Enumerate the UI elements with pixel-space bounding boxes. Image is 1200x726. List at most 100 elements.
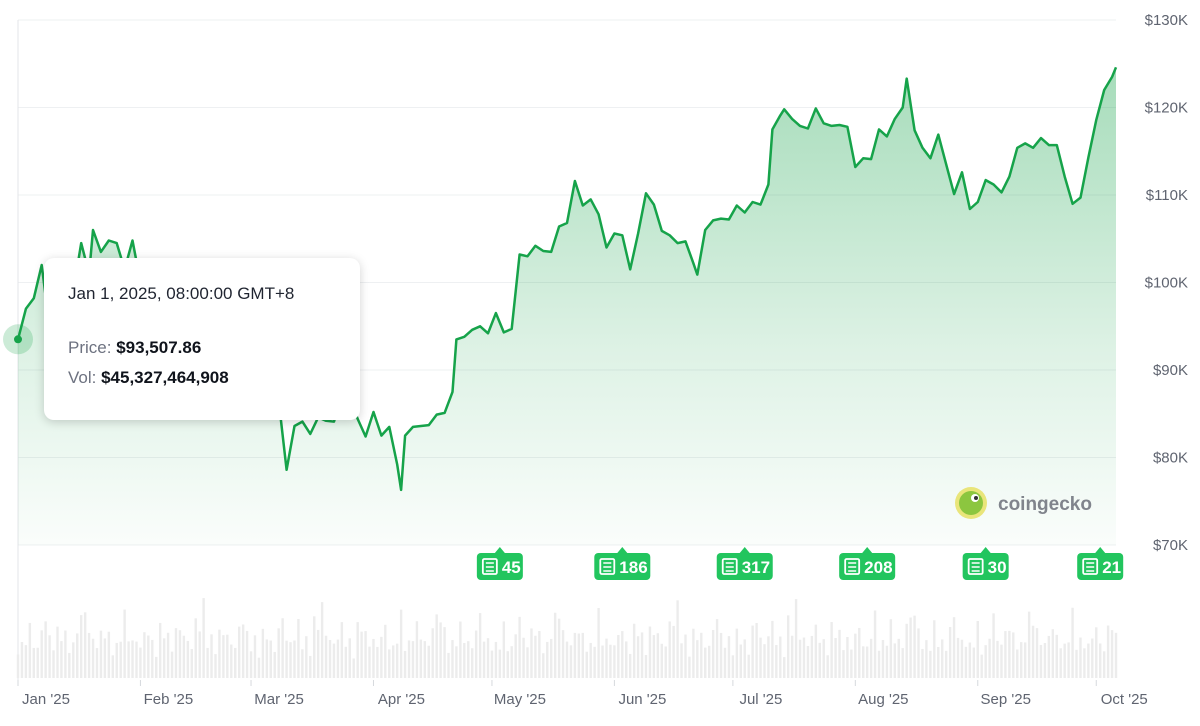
x-tick-label: Jul '25	[739, 691, 782, 708]
volume-bar	[842, 650, 845, 678]
news-marker[interactable]: 21	[1077, 547, 1124, 580]
volume-bar	[439, 622, 442, 678]
volume-bar	[506, 651, 509, 678]
volume-bar	[72, 642, 75, 678]
volume-bar	[838, 629, 841, 678]
volume-bar	[664, 646, 667, 678]
volume-bar	[111, 655, 114, 678]
volume-bar	[257, 657, 261, 678]
volume-bar	[1039, 644, 1043, 678]
news-marker[interactable]: 45	[476, 547, 523, 580]
volume-bar	[621, 631, 624, 678]
news-marker[interactable]: 317	[716, 547, 773, 580]
volume-bar	[901, 648, 904, 678]
volume-bar	[99, 630, 103, 678]
volume-bar	[546, 641, 549, 678]
volume-bar	[937, 647, 940, 678]
volume-bar	[597, 608, 600, 678]
volume-bar	[166, 632, 170, 678]
news-marker-pointer	[862, 547, 873, 553]
volume-bar	[348, 638, 351, 678]
volume-bar	[103, 638, 107, 678]
volume-bar	[929, 650, 932, 678]
volume-bar	[155, 656, 158, 678]
volume-bar	[123, 609, 126, 678]
volume-bar	[530, 628, 533, 678]
volume-bar	[783, 657, 786, 678]
volume-bar	[905, 623, 908, 678]
volume-bar	[376, 646, 379, 678]
volume-bar	[158, 622, 162, 678]
volume-bar	[913, 615, 916, 678]
volume-bar	[617, 635, 620, 678]
volume-bar	[214, 654, 217, 678]
volume-bar	[759, 637, 762, 678]
volume-bar	[482, 641, 486, 678]
news-marker[interactable]: 30	[962, 547, 1009, 580]
newspaper-icon	[967, 558, 984, 575]
volume-bar	[877, 650, 881, 678]
volume-bar	[427, 645, 430, 678]
volume-bar	[210, 634, 213, 678]
y-tick-label: $110K	[1146, 187, 1188, 204]
volume-bar	[265, 639, 269, 678]
volume-bar	[83, 612, 87, 678]
volume-bar	[534, 635, 537, 678]
volume-bar	[972, 647, 976, 678]
volume-bar	[711, 630, 715, 678]
volume-bar	[818, 642, 821, 678]
volume-bar	[1071, 607, 1074, 678]
volume-bar	[885, 645, 889, 678]
volume-bar	[64, 630, 67, 678]
volume-bar	[474, 630, 478, 678]
news-markers[interactable]: 45 186 317 208 30 21	[476, 547, 1124, 580]
volume-bar	[869, 638, 873, 678]
volume-bar	[174, 628, 178, 678]
volume-bar	[735, 628, 739, 678]
volume-bar	[988, 638, 991, 678]
volume-bar	[107, 631, 111, 678]
volume-bar	[739, 644, 742, 678]
volume-bar	[921, 648, 924, 678]
newspaper-icon	[1082, 558, 1099, 575]
hover-marker	[3, 324, 33, 355]
y-tick-label: $100K	[1145, 275, 1188, 292]
news-count: 186	[619, 558, 647, 577]
volume-bar	[696, 640, 699, 678]
volume-bar	[403, 650, 407, 678]
volume-bar	[984, 645, 987, 678]
volume-bar	[593, 646, 596, 678]
tooltip-price-row: Price: $93,507.86	[68, 338, 336, 358]
volume-bar	[810, 635, 814, 678]
x-tick-label: Jun '25	[618, 691, 666, 708]
coingecko-wordmark: coingecko	[998, 494, 1092, 515]
volume-bar	[336, 639, 340, 678]
volume-bar	[700, 632, 703, 678]
volume-bar	[443, 627, 446, 678]
volume-bar	[28, 622, 32, 678]
volume-bar	[672, 625, 675, 678]
news-marker[interactable]: 208	[839, 547, 896, 580]
x-tick-label: Mar '25	[254, 691, 304, 708]
y-tick-label: $130K	[1145, 12, 1188, 29]
volume-bar	[1075, 649, 1078, 678]
volume-bar	[948, 627, 952, 678]
volume-bar	[731, 655, 735, 678]
volume-bar	[151, 639, 154, 678]
volume-bar	[526, 647, 529, 678]
volume-bar	[577, 633, 581, 678]
volume-bar	[285, 640, 288, 678]
volume-bar	[680, 643, 683, 678]
news-marker[interactable]: 186	[594, 547, 651, 580]
volume-bar	[1031, 625, 1035, 678]
volume-bar	[779, 636, 782, 678]
volume-bar	[692, 628, 695, 678]
news-marker-pointer	[739, 547, 750, 553]
volume-bar	[419, 639, 423, 678]
volume-bar	[542, 653, 545, 678]
volume-bar	[707, 645, 711, 678]
volume-bar	[676, 600, 679, 678]
volume-bar	[459, 621, 462, 678]
